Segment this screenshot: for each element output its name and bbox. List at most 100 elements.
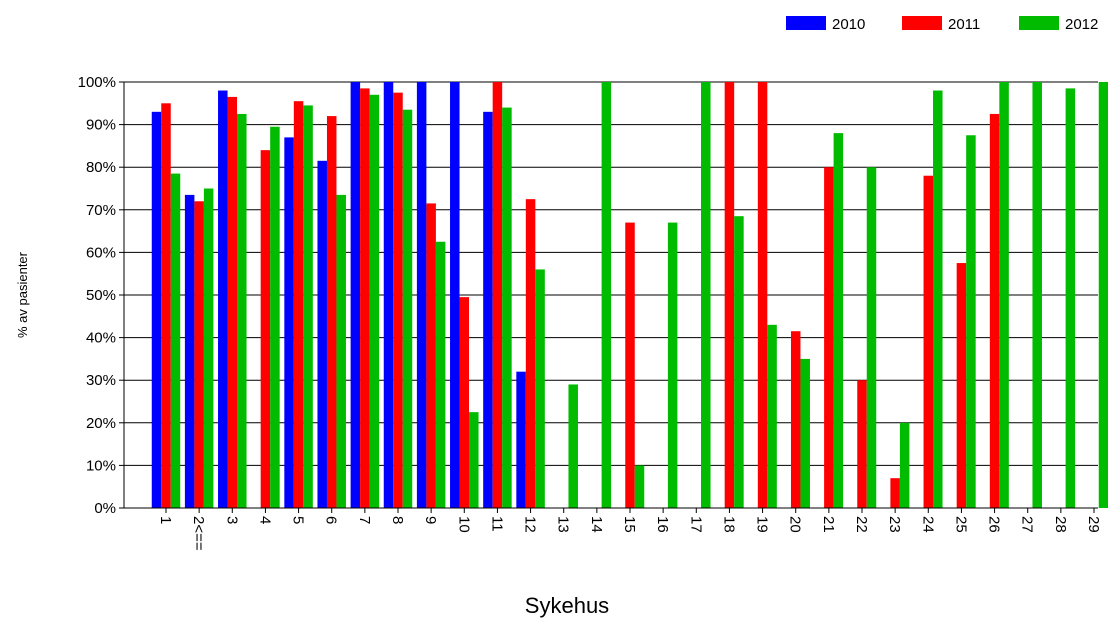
bar-2012-24 — [933, 91, 943, 508]
x-tick-label: 5 — [290, 516, 307, 524]
bar-2010-2<== — [185, 195, 195, 508]
bar-2011-22 — [857, 380, 867, 508]
x-tick-label: 24 — [919, 516, 936, 533]
bar-2012-17 — [701, 82, 711, 508]
x-tick-label: 19 — [754, 516, 771, 533]
bar-2012-28 — [1066, 88, 1076, 508]
y-tick-label: 0% — [94, 500, 116, 517]
bar-2012-16 — [668, 223, 678, 508]
bar-2011-8 — [393, 93, 403, 508]
x-tick-label: 6 — [323, 516, 340, 524]
y-tick-label: 60% — [86, 244, 116, 261]
x-tick-label: 22 — [853, 516, 870, 533]
bar-2011-10 — [460, 297, 470, 508]
bar-2012-12 — [535, 269, 545, 508]
bar-2011-23 — [890, 478, 900, 508]
bar-2012-7 — [370, 95, 380, 508]
x-tick-label: 8 — [389, 516, 406, 524]
legend-label-2012: 2012 — [1065, 16, 1098, 33]
bar-2011-3 — [228, 97, 238, 508]
bar-2012-21 — [834, 133, 844, 508]
bar-2010-12 — [516, 372, 526, 508]
bar-2011-11 — [493, 82, 503, 508]
bar-2012-15 — [635, 465, 645, 508]
y-tick-label: 70% — [86, 202, 116, 219]
bar-2012-27 — [1032, 82, 1042, 508]
x-tick-label: 10 — [455, 516, 472, 533]
bar-2011-4 — [261, 150, 271, 508]
x-axis-title: Sykehus — [525, 593, 609, 618]
x-tick-label: 17 — [687, 516, 704, 533]
y-tick-label: 50% — [86, 287, 116, 304]
bar-2012-11 — [502, 108, 512, 508]
bar-2012-22 — [867, 167, 877, 508]
x-tick-label: 25 — [952, 516, 969, 533]
bar-2012-26 — [999, 82, 1009, 508]
bar-2011-21 — [824, 167, 834, 508]
legend-swatch-2010 — [786, 16, 826, 30]
y-axis-ticks: 0% 10% 20% 30% 40% 50% 60% 70% 80% 90% 100% — [78, 74, 124, 517]
y-tick-label: 20% — [86, 415, 116, 432]
x-tick-label: 15 — [621, 516, 638, 533]
bar-2011-25 — [957, 263, 967, 508]
x-tick-label: 11 — [488, 516, 505, 532]
x-tick-label: 28 — [1052, 516, 1069, 533]
bar-2010-8 — [384, 82, 394, 508]
x-tick-label: 1 — [157, 516, 174, 524]
legend-swatch-2012 — [1019, 16, 1059, 30]
bar-2012-19 — [767, 325, 777, 508]
bar-2012-23 — [900, 423, 910, 508]
y-tick-label: 100% — [78, 74, 116, 91]
bar-2012-29 — [1099, 82, 1108, 508]
bars — [152, 82, 1108, 508]
bar-2011-7 — [360, 88, 370, 508]
bar-2012-1 — [171, 174, 181, 508]
bar-2012-6 — [336, 195, 346, 508]
x-tick-label: 29 — [1085, 516, 1102, 533]
bar-2010-6 — [317, 161, 327, 508]
bar-2010-1 — [152, 112, 162, 508]
bar-2010-5 — [284, 137, 294, 508]
bar-2012-4 — [270, 127, 280, 508]
legend-label-2010: 2010 — [832, 16, 865, 33]
x-tick-label: 20 — [787, 516, 804, 533]
y-tick-label: 30% — [86, 372, 116, 389]
bar-2010-7 — [351, 82, 361, 508]
x-tick-label: 27 — [1019, 516, 1036, 533]
bar-2012-25 — [966, 135, 976, 508]
bar-2010-11 — [483, 112, 493, 508]
bar-2011-2<== — [194, 201, 204, 508]
y-tick-label: 10% — [86, 457, 116, 474]
y-axis-title: % av pasienter — [15, 251, 30, 338]
y-tick-label: 80% — [86, 159, 116, 176]
bar-2010-10 — [450, 82, 460, 508]
x-tick-label: 21 — [820, 516, 837, 533]
bar-2011-15 — [625, 223, 635, 508]
legend-label-2011: 2011 — [948, 16, 980, 33]
bar-2010-9 — [417, 82, 427, 508]
x-axis-ticks: 1 2<== 3 4 5 6 7 8 9 10 11 12 13 14 15 16 17 18 19 20 21 22 23… — [157, 508, 1102, 551]
bar-2011-26 — [990, 114, 1000, 508]
legend: 2010 2011 2012 — [786, 16, 1098, 33]
bar-2012-18 — [734, 216, 744, 508]
x-tick-label: 14 — [588, 516, 605, 533]
bar-2011-18 — [725, 82, 735, 508]
bar-2011-24 — [924, 176, 934, 508]
x-tick-label: 7 — [356, 516, 373, 524]
bar-2012-5 — [303, 105, 313, 508]
x-tick-label: 23 — [886, 516, 903, 533]
x-tick-label: 4 — [256, 516, 273, 524]
bar-2011-6 — [327, 116, 337, 508]
x-tick-label: 13 — [555, 516, 572, 533]
bar-2012-20 — [800, 359, 810, 508]
bar-2010-3 — [218, 91, 228, 508]
bar-2012-10 — [469, 412, 479, 508]
x-tick-label: 12 — [522, 516, 539, 533]
y-tick-label: 90% — [86, 117, 116, 134]
bar-2011-1 — [161, 103, 171, 508]
bar-2011-9 — [426, 203, 436, 508]
x-tick-label: 9 — [422, 516, 439, 524]
x-tick-label: 2<== — [190, 516, 207, 551]
bar-2012-8 — [403, 110, 413, 508]
